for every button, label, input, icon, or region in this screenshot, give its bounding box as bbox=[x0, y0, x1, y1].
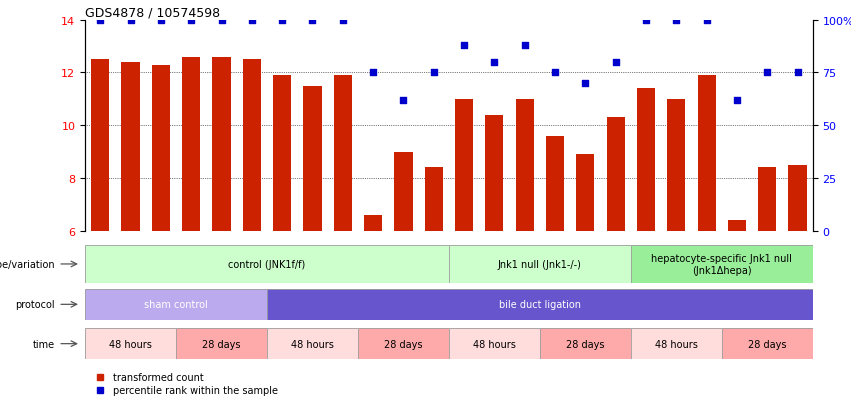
Text: protocol: protocol bbox=[15, 299, 55, 310]
Point bbox=[791, 70, 804, 76]
Text: GDS4878 / 10574598: GDS4878 / 10574598 bbox=[85, 7, 220, 19]
Text: time: time bbox=[33, 339, 55, 349]
Bar bbox=[516, 100, 534, 231]
Bar bbox=[122, 63, 140, 231]
Text: bile duct ligation: bile duct ligation bbox=[499, 299, 581, 310]
Point bbox=[700, 17, 713, 24]
Point bbox=[123, 17, 137, 24]
Bar bbox=[394, 152, 413, 231]
Bar bbox=[243, 60, 261, 231]
Point bbox=[397, 97, 410, 104]
Bar bbox=[151, 65, 170, 231]
Bar bbox=[303, 86, 322, 231]
Point bbox=[214, 17, 228, 24]
Text: 48 hours: 48 hours bbox=[654, 339, 698, 349]
Bar bbox=[213, 57, 231, 231]
Text: 48 hours: 48 hours bbox=[473, 339, 516, 349]
Legend: transformed count, percentile rank within the sample: transformed count, percentile rank withi… bbox=[90, 373, 278, 395]
Bar bbox=[698, 76, 716, 231]
Text: 28 days: 28 days bbox=[566, 339, 604, 349]
Bar bbox=[758, 168, 776, 231]
Bar bbox=[607, 118, 625, 231]
Text: 48 hours: 48 hours bbox=[291, 339, 334, 349]
Text: hepatocyte-specific Jnk1 null
(Jnk1Δhepa): hepatocyte-specific Jnk1 null (Jnk1Δhepa… bbox=[651, 254, 792, 275]
Text: sham control: sham control bbox=[144, 299, 208, 310]
Point bbox=[154, 17, 168, 24]
Point bbox=[185, 17, 198, 24]
Bar bbox=[91, 60, 109, 231]
Point bbox=[548, 70, 562, 76]
Point bbox=[518, 43, 532, 49]
Text: control (JNK1f/f): control (JNK1f/f) bbox=[228, 259, 306, 269]
Bar bbox=[728, 221, 746, 231]
Bar bbox=[667, 100, 685, 231]
Bar bbox=[788, 166, 807, 231]
Point bbox=[761, 70, 774, 76]
Bar bbox=[455, 100, 473, 231]
Bar bbox=[364, 216, 382, 231]
Point bbox=[608, 59, 622, 66]
Point bbox=[336, 17, 350, 24]
Bar bbox=[273, 76, 291, 231]
Bar bbox=[545, 136, 564, 231]
Point bbox=[579, 81, 592, 87]
Text: 28 days: 28 days bbox=[748, 339, 786, 349]
Bar bbox=[576, 155, 594, 231]
Text: 28 days: 28 days bbox=[384, 339, 423, 349]
Bar bbox=[182, 57, 200, 231]
Text: genotype/variation: genotype/variation bbox=[0, 259, 55, 269]
Point bbox=[457, 43, 471, 49]
Text: Jnk1 null (Jnk1-/-): Jnk1 null (Jnk1-/-) bbox=[498, 259, 582, 269]
Bar bbox=[485, 115, 504, 231]
Point bbox=[366, 70, 380, 76]
Point bbox=[245, 17, 259, 24]
Point bbox=[730, 97, 744, 104]
Bar bbox=[425, 168, 443, 231]
Text: 28 days: 28 days bbox=[203, 339, 241, 349]
Bar bbox=[334, 76, 352, 231]
Point bbox=[670, 17, 683, 24]
Point bbox=[276, 17, 289, 24]
Text: 48 hours: 48 hours bbox=[109, 339, 152, 349]
Point bbox=[639, 17, 653, 24]
Point bbox=[427, 70, 441, 76]
Bar bbox=[637, 89, 655, 231]
Point bbox=[488, 59, 501, 66]
Point bbox=[94, 17, 107, 24]
Point bbox=[306, 17, 319, 24]
